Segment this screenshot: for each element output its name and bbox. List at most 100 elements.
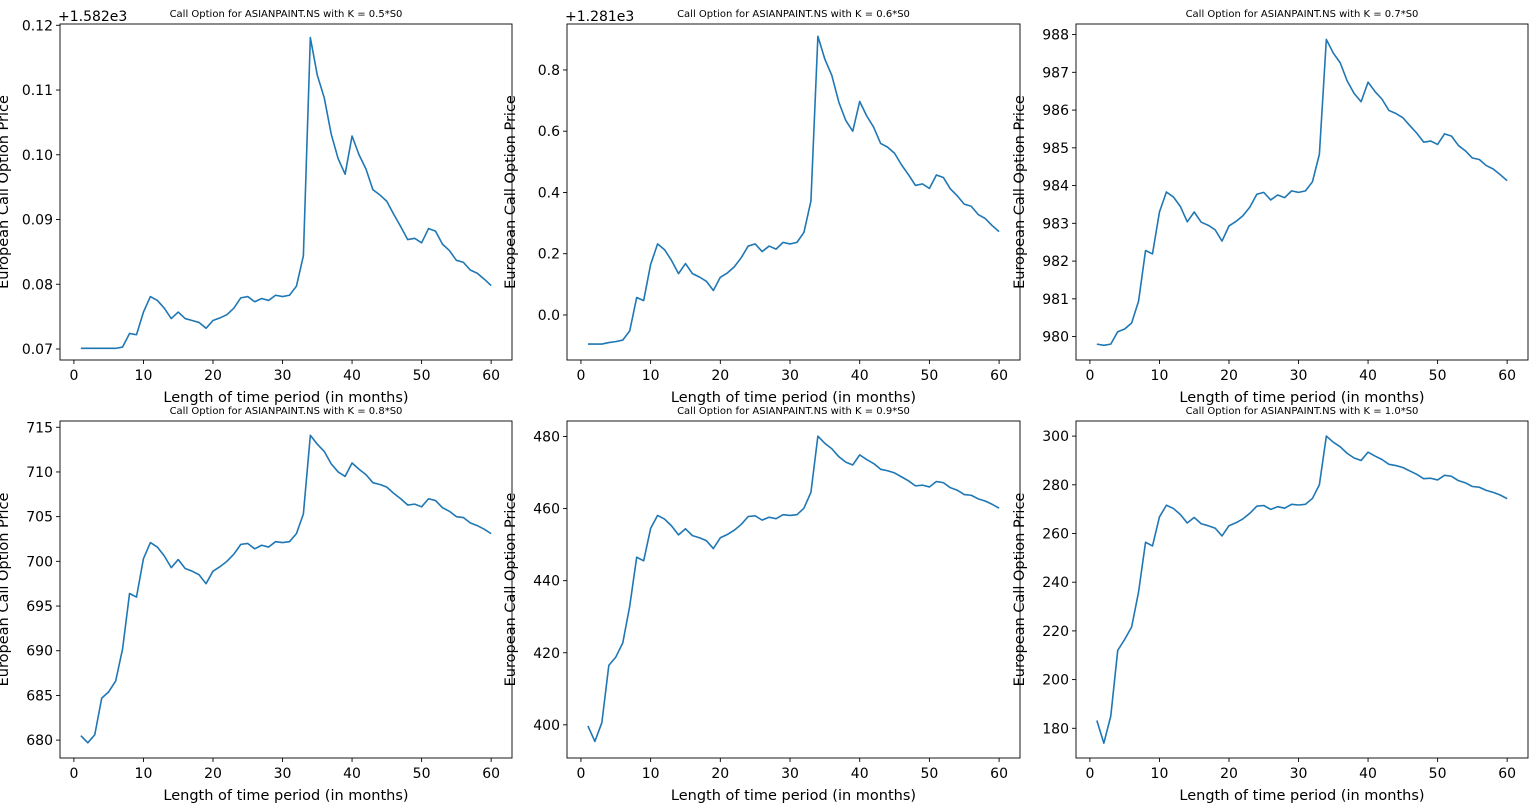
- chart-6-point: [1102, 742, 1105, 745]
- chart-2-point: [726, 272, 729, 275]
- chart-5-point: [921, 484, 924, 487]
- chart-2-point: [677, 272, 680, 275]
- chart-2-point: [635, 296, 638, 299]
- chart-6-point: [1193, 516, 1196, 519]
- chart-4-x-tick-label: 30: [274, 766, 292, 782]
- chart-3-point: [1200, 221, 1203, 224]
- chart-6-point: [1450, 475, 1453, 478]
- chart-1-point: [170, 317, 173, 320]
- chart-4-series-line: [80, 434, 492, 744]
- chart-5-point: [984, 500, 987, 503]
- chart-6-y-tick-label: 200: [1042, 673, 1069, 689]
- chart-3-point: [1346, 80, 1349, 83]
- chart-5-point: [823, 442, 826, 445]
- chart-2-y-tick-label: 0.6: [538, 124, 560, 140]
- chart-5-point: [907, 479, 910, 482]
- chart-3-point: [1283, 196, 1286, 199]
- chart-6-point: [1116, 649, 1119, 652]
- chart-6-y-tick-label: 220: [1042, 624, 1069, 640]
- chart-5-x-tick-label: 50: [920, 766, 938, 782]
- chart-6-point: [1415, 473, 1418, 476]
- chart-2-point: [830, 74, 833, 77]
- chart-2-point: [747, 245, 750, 248]
- chart-2-point: [858, 100, 861, 103]
- chart-5-point: [600, 721, 603, 724]
- chart-4-point: [246, 542, 249, 545]
- chart-2-x-tick-label: 50: [920, 368, 938, 384]
- chart-5-point: [893, 471, 896, 474]
- chart-5-x-tick-label: 40: [851, 766, 869, 782]
- chart-3-x-tick-label: 20: [1220, 368, 1238, 384]
- chart-4-point: [364, 473, 367, 476]
- chart-4-y-tick-label: 710: [26, 465, 53, 481]
- chart-1-point: [364, 168, 367, 171]
- chart-1-point: [288, 294, 291, 297]
- chart-5-point: [879, 468, 882, 471]
- chart-2-point: [823, 58, 826, 61]
- chart-5-point: [775, 517, 778, 520]
- chart-1-point: [413, 237, 416, 240]
- chart-2-point: [956, 194, 959, 197]
- chart-5-point: [865, 458, 868, 461]
- chart-6-x-tick-label: 60: [1498, 766, 1516, 782]
- chart-6-point: [1422, 477, 1425, 480]
- chart-1-y-tick-label: 0.11: [22, 83, 53, 99]
- chart-2-offset-text: +1.281e3: [565, 9, 634, 25]
- chart-5-x-tick-label: 10: [642, 766, 660, 782]
- chart-3-x-axis-label: Length of time period (in months): [1179, 390, 1424, 406]
- chart-2-point: [649, 263, 652, 266]
- chart-4-y-tick-label: 690: [26, 644, 53, 660]
- chart-5-point: [593, 740, 596, 743]
- chart-3-point: [1248, 206, 1251, 209]
- chart-5-point: [837, 455, 840, 458]
- chart-6-x-tick-label: 30: [1290, 766, 1308, 782]
- chart-5-point: [628, 605, 631, 608]
- chart-2-point: [949, 187, 952, 190]
- chart-3-point: [1374, 90, 1377, 93]
- chart-1-x-tick-label: 20: [204, 368, 222, 384]
- chart-5-point: [712, 547, 715, 550]
- chart-1-x-tick-label: 40: [343, 368, 361, 384]
- chart-5-y-tick-label: 480: [533, 430, 560, 446]
- chart-5-point: [816, 435, 819, 438]
- chart-5-point: [970, 494, 973, 497]
- chart-6-point: [1262, 504, 1265, 507]
- chart-4: 0 10 20 30 40 50 60 680 685 690 695 700 705 710 715 Cal…: [0, 406, 513, 804]
- chart-5-point: [635, 556, 638, 559]
- chart-1-point: [100, 347, 103, 350]
- chart-3-point: [1478, 158, 1481, 161]
- chart-4-point: [420, 505, 423, 508]
- chart-2-point: [607, 341, 610, 344]
- chart-2-point: [754, 242, 757, 245]
- chart-3-point: [1387, 109, 1390, 112]
- chart-4-point: [406, 504, 409, 507]
- chart-4-point: [177, 558, 180, 561]
- chart-2-point: [837, 101, 840, 104]
- chart-5-point: [802, 507, 805, 510]
- chart-4-point: [232, 553, 235, 556]
- chart-6-point: [1283, 507, 1286, 510]
- chart-4-point: [260, 544, 263, 547]
- chart-3-point: [1485, 164, 1488, 167]
- chart-5-point: [886, 469, 889, 472]
- chart-1-point: [316, 74, 319, 77]
- chart-1-point: [455, 259, 458, 262]
- chart-3-point: [1380, 98, 1383, 101]
- chart-4-point: [483, 528, 486, 531]
- chart-3-point: [1304, 189, 1307, 192]
- chart-6-point: [1123, 638, 1126, 641]
- chart-2-point: [663, 248, 666, 251]
- chart-1-point: [267, 299, 270, 302]
- chart-2-point: [614, 340, 617, 343]
- chart-4-title: Call Option for ASIANPAINT.NS with K = 0…: [170, 406, 403, 417]
- chart-3-point: [1429, 140, 1432, 143]
- chart-1-point: [385, 200, 388, 203]
- chart-2-y-axis-label: European Call Option Price: [503, 95, 519, 289]
- chart-3-point: [1255, 193, 1258, 196]
- chart-2-point: [586, 343, 589, 346]
- chart-5-point: [928, 485, 931, 488]
- chart-6-x-axis-label: Length of time period (in months): [1179, 788, 1424, 804]
- chart-1-point: [490, 284, 493, 287]
- chart-1-point: [295, 285, 298, 288]
- chart-2-point: [698, 276, 701, 279]
